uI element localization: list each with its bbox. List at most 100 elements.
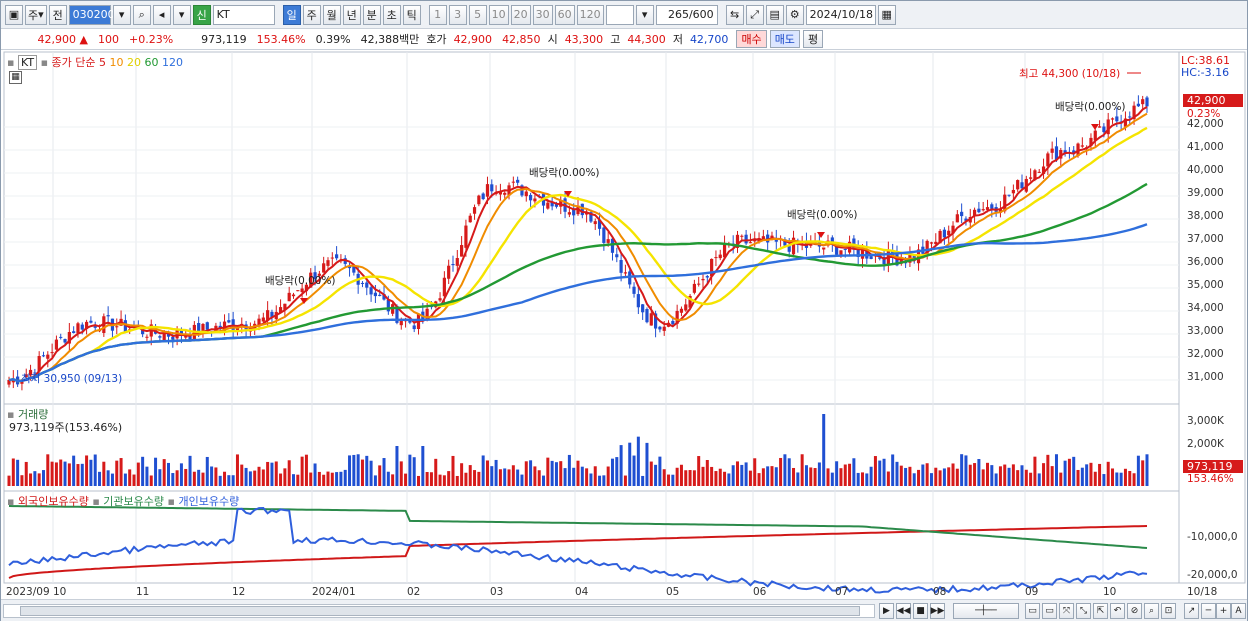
eval-button[interactable]: 평 bbox=[802, 30, 824, 48]
buy-button[interactable]: 매수 bbox=[736, 30, 767, 48]
volume-bar bbox=[1093, 471, 1097, 486]
plus-icon[interactable]: + bbox=[1216, 603, 1231, 619]
zoom-out-icon[interactable]: ─ bbox=[1201, 603, 1216, 619]
sell-button[interactable]: 매도 bbox=[769, 30, 800, 48]
current-price-tag-text: 42,900 bbox=[1187, 94, 1226, 107]
x-label: 2023/09 bbox=[6, 586, 50, 598]
volume-bar bbox=[567, 454, 571, 486]
interval-10-button[interactable]: 10 bbox=[488, 4, 509, 25]
volume-bar bbox=[205, 456, 209, 486]
period-tick-button[interactable]: 틱 bbox=[402, 4, 421, 25]
volume-bar bbox=[1141, 460, 1145, 486]
interval-30-button[interactable]: 30 bbox=[532, 4, 553, 25]
text-size-icon[interactable]: A bbox=[1231, 603, 1246, 619]
tool-icon-9[interactable]: ⊡ bbox=[1161, 603, 1176, 619]
volume-bar bbox=[438, 474, 442, 486]
period-second-button[interactable]: 초 bbox=[382, 4, 401, 25]
candle-body bbox=[628, 271, 632, 285]
interval-20-button[interactable]: 20 bbox=[510, 4, 531, 25]
dividend-label: 배당락(0.00%) bbox=[529, 167, 600, 179]
interval-120-button[interactable]: 120 bbox=[576, 4, 604, 25]
stock-name-field: KT bbox=[212, 4, 275, 25]
grid-lines bbox=[4, 52, 1179, 583]
volume-bar bbox=[835, 461, 839, 486]
candle-body bbox=[675, 310, 679, 324]
x-label: 10 bbox=[1103, 586, 1116, 598]
period-week-button[interactable]: 주 bbox=[302, 4, 321, 25]
candle-body bbox=[322, 263, 326, 273]
volume-bar bbox=[442, 475, 446, 486]
interval-60-button[interactable]: 60 bbox=[554, 4, 575, 25]
play-icon[interactable]: ▶ bbox=[879, 603, 894, 619]
tool-icon-2[interactable]: ▭ bbox=[1042, 603, 1057, 619]
candle-body bbox=[623, 272, 628, 274]
candle-body bbox=[636, 294, 640, 308]
tool-icon-4[interactable]: ⤡ bbox=[1076, 603, 1091, 619]
type-select[interactable]: 주 ▾ bbox=[25, 4, 47, 25]
candle-body bbox=[632, 286, 636, 294]
table-icon[interactable]: ▦ bbox=[9, 71, 22, 84]
settings-gear-icon[interactable]: ⚙ bbox=[785, 4, 804, 25]
interval-1-button[interactable]: 1 bbox=[428, 4, 447, 25]
volume-bar bbox=[714, 471, 718, 486]
tool-icon-5[interactable]: ⇱ bbox=[1093, 603, 1108, 619]
candle-body bbox=[24, 374, 28, 378]
candle-body bbox=[1136, 103, 1140, 107]
period-day-button[interactable]: 일 bbox=[282, 4, 301, 25]
tool-icon-8[interactable]: ⌕ bbox=[1144, 603, 1159, 619]
scrollbar-thumb[interactable] bbox=[20, 606, 860, 616]
candle-body bbox=[369, 287, 373, 295]
annotations: 최고 44,300 (10/18) 최저 30,950 (09/13) 배당락(0.… bbox=[21, 68, 1141, 385]
x-label: 05 bbox=[666, 586, 679, 598]
zoom-slider[interactable]: ─┼── bbox=[953, 603, 1019, 619]
tool-icon-6[interactable]: ↶ bbox=[1110, 603, 1125, 619]
candle-body bbox=[748, 242, 753, 244]
count-field[interactable]: 265/600 bbox=[655, 4, 718, 25]
tool-icon-1[interactable]: ▭ bbox=[1025, 603, 1040, 619]
date-input[interactable]: 2024/10/18 bbox=[805, 4, 876, 25]
volume-bar bbox=[335, 472, 339, 486]
interval-5-button[interactable]: 5 bbox=[468, 4, 487, 25]
candle-body bbox=[869, 256, 873, 259]
volume-bar bbox=[705, 460, 709, 486]
stock-chart[interactable]: 최고 44,300 (10/18) 최저 30,950 (09/13) 배당락(0.… bbox=[1, 50, 1247, 599]
volume-bar bbox=[904, 467, 908, 486]
candle-body bbox=[912, 255, 916, 260]
horizontal-scrollbar[interactable] bbox=[3, 604, 875, 618]
volume-bar bbox=[507, 469, 511, 486]
hc-label: HC:-3.16 bbox=[1181, 66, 1229, 79]
tool-icon-3[interactable]: ⤧ bbox=[1059, 603, 1074, 619]
period-year-button[interactable]: 년 bbox=[342, 4, 361, 25]
stock-code-input[interactable]: 030200 bbox=[68, 4, 115, 25]
code-dropdown-icon[interactable]: ▾ bbox=[112, 4, 131, 25]
rewind-icon[interactable]: ◀◀ bbox=[896, 603, 911, 619]
period-month-button[interactable]: 월 bbox=[322, 4, 341, 25]
prev-button[interactable]: 전 bbox=[48, 4, 67, 25]
forward-icon[interactable]: ▶▶ bbox=[930, 603, 945, 619]
compare-icon[interactable]: ⇆ bbox=[725, 4, 744, 25]
stop-icon[interactable]: ■ bbox=[913, 603, 928, 619]
volume-bar bbox=[485, 460, 489, 486]
layout-icon[interactable]: ▣ bbox=[5, 4, 23, 25]
volume-bar bbox=[54, 462, 58, 486]
tool-icon-7[interactable]: ⊘ bbox=[1127, 603, 1142, 619]
period-minute-button[interactable]: 분 bbox=[362, 4, 381, 25]
zoom-in-icon[interactable]: ↗ bbox=[1184, 603, 1199, 619]
interval-dropdown-icon[interactable]: ▾ bbox=[635, 4, 654, 25]
search-icon[interactable]: ⌕ bbox=[132, 4, 151, 25]
chart-tool-icon[interactable]: ⤢ bbox=[745, 4, 764, 25]
volume-bar bbox=[46, 454, 50, 486]
candle-body bbox=[227, 320, 231, 323]
save-icon[interactable]: ▤ bbox=[765, 4, 784, 25]
volume-bar bbox=[804, 465, 808, 486]
y-tick: 32,000 bbox=[1187, 348, 1224, 360]
volume-bar bbox=[895, 461, 899, 486]
volume-bar bbox=[132, 474, 136, 486]
candle-body bbox=[382, 293, 386, 300]
arrow-down-icon[interactable]: ▾ bbox=[172, 4, 191, 25]
interval-3-button[interactable]: 3 bbox=[448, 4, 467, 25]
candle-body bbox=[1029, 177, 1033, 179]
speaker-icon[interactable]: ◂ bbox=[152, 4, 171, 25]
calendar-icon[interactable]: ▦ bbox=[877, 4, 896, 25]
interval-custom-input[interactable] bbox=[605, 4, 634, 25]
